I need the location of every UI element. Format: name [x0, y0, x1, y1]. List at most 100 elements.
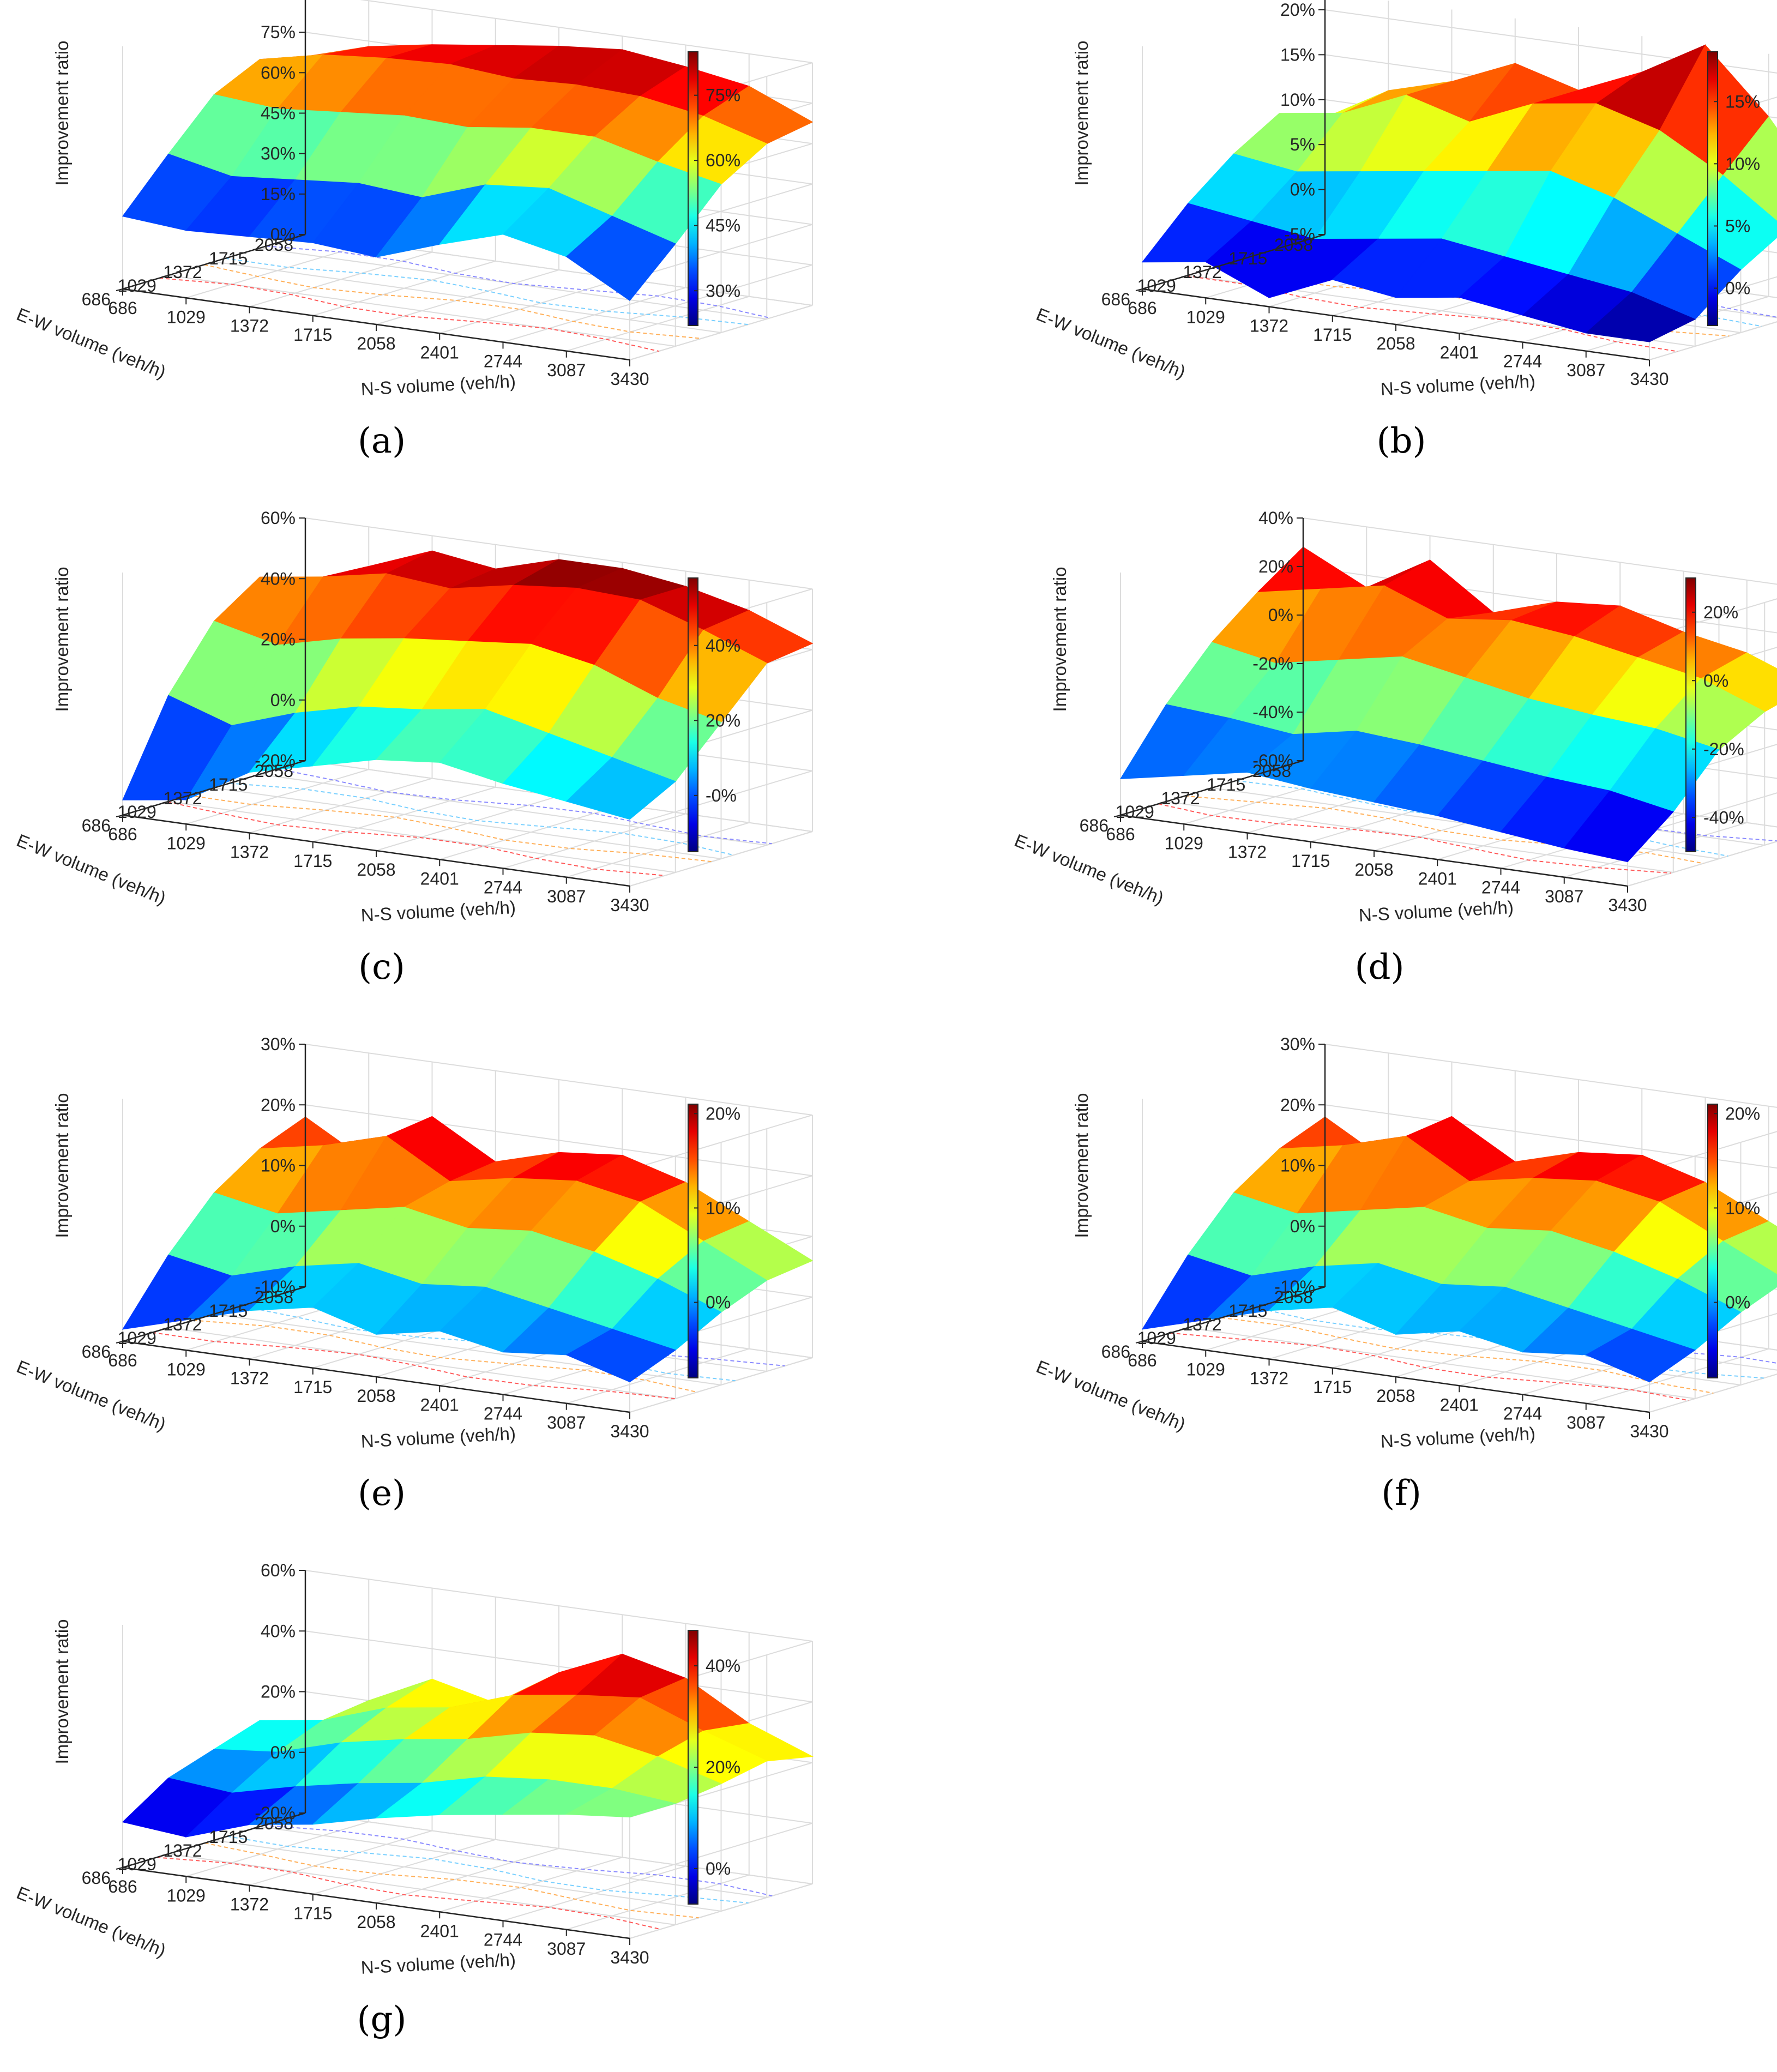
x-tick-label: 1029 — [1165, 833, 1203, 853]
z-tick-label: -20% — [255, 1803, 296, 1823]
x-tick-label: 2744 — [1503, 352, 1542, 371]
colorbar-tick-label: 20% — [706, 710, 740, 730]
x-tick-label: 2401 — [1440, 342, 1479, 362]
x-tick-label: 2401 — [420, 1921, 459, 1941]
z-tick-label: 10% — [1280, 1156, 1315, 1176]
x-tick-label: 1029 — [167, 833, 206, 853]
y-tick-mark — [161, 801, 168, 804]
x-tick-label: 2058 — [1376, 1386, 1415, 1406]
contour-line — [156, 1857, 661, 1930]
chart-panel-3: 686 1029 1372 1715 2058 2401 2744 3087 343068610… — [14, 508, 814, 987]
z-tick-label: 15% — [1280, 45, 1315, 64]
x-tick-label: 3430 — [1630, 369, 1668, 389]
x-axis-title: N-S volume (veh/h) — [1380, 371, 1536, 399]
x-tick-label: 3430 — [1630, 1422, 1668, 1441]
x-tick-label: 1715 — [1313, 325, 1352, 345]
colorbar-tick-label: 20% — [1725, 1104, 1760, 1123]
x-axis-title: N-S volume (veh/h) — [1358, 897, 1514, 925]
y-tick-label: 686 — [82, 290, 111, 309]
floor-contours — [159, 245, 770, 352]
colorbar-tick-label: 10% — [706, 1198, 740, 1218]
y-tick-label: 1372 — [163, 262, 202, 282]
y-tick-mark — [253, 1300, 260, 1303]
y-tick-label: 2058 — [255, 1814, 293, 1833]
y-tick-label: 2058 — [255, 761, 293, 781]
floor-contours — [167, 768, 772, 876]
colorbar-tick-label: 20% — [706, 1104, 740, 1123]
x-tick-label: 2744 — [484, 878, 522, 898]
y-tick-mark — [1273, 1300, 1280, 1303]
colorbar — [1685, 577, 1696, 852]
contour-line — [159, 278, 659, 352]
z-tick-label: -10% — [255, 1277, 296, 1297]
y-tick-label: 1029 — [1116, 802, 1154, 822]
y-tick-label: 1715 — [1207, 775, 1245, 794]
colorbar-tick-label: 10% — [1725, 1198, 1760, 1218]
panel-label: (b) — [1377, 421, 1426, 461]
contour-line — [266, 245, 770, 319]
contour-line — [189, 794, 712, 863]
z-tick-label: -20% — [255, 751, 296, 770]
x-tick-label: 2744 — [1481, 878, 1520, 898]
contour-line — [1236, 780, 1728, 857]
contour-line — [203, 264, 702, 339]
z-tick-label: 0% — [1290, 180, 1315, 200]
z-axis-title: Improvement ratio — [1071, 41, 1092, 186]
y-tick-mark — [116, 815, 123, 817]
surface — [122, 1653, 814, 1838]
chart-panel-5: 686 1029 1372 1715 2058 2401 2744 3087 3430 686 10… — [14, 1034, 814, 1514]
y-tick-label: 1372 — [163, 1315, 202, 1334]
surface — [1141, 44, 1777, 342]
y-axis-title: E-W volume (veh/h) — [1033, 304, 1188, 382]
floor-grid-line — [168, 275, 676, 347]
z-axis-title: Improvement ratio — [1050, 567, 1070, 712]
x-tick-label: 3087 — [547, 1939, 586, 1959]
y-tick-label: 2058 — [1252, 761, 1291, 781]
y-tick-label: 686 — [82, 1342, 111, 1362]
y-tick-label: 1372 — [1183, 1315, 1221, 1334]
x-tick-label: 1372 — [1250, 1369, 1288, 1388]
y-tick-label: 2058 — [255, 1287, 293, 1307]
y-tick-mark — [1181, 1327, 1188, 1330]
y-tick-mark — [1205, 787, 1212, 790]
z-tick-label: 45% — [261, 104, 296, 123]
floor-grid-line — [214, 1840, 721, 1912]
z-tick-label: 20% — [261, 1095, 296, 1115]
x-tick-label: 3087 — [547, 1413, 586, 1432]
surface-patch — [565, 1328, 677, 1383]
x-tick-label: 3430 — [610, 1422, 649, 1441]
x-tick-label: 2058 — [357, 1912, 395, 1932]
x-tick-label: 2401 — [1418, 869, 1457, 888]
z-tick-label: 30% — [261, 1034, 296, 1054]
contour-line — [263, 1824, 773, 1896]
x-tick-label: 2058 — [357, 1386, 395, 1406]
colorbar-tick-label: 15% — [1725, 92, 1760, 111]
x-tick-label: 2401 — [420, 1395, 459, 1414]
chart-panel-6: 686 1029 1372 1715 2058 2401 2744 3087 3430 686 10… — [1033, 1034, 1777, 1514]
surface-patch — [565, 1788, 677, 1818]
colorbar-tick-label: 30% — [706, 281, 740, 300]
z-axis-title: Improvement ratio — [52, 1093, 72, 1238]
x-tick-label: 1029 — [167, 307, 206, 327]
z-tick-label: 0% — [270, 690, 296, 710]
colorbar — [688, 1104, 698, 1378]
panel-label: (a) — [358, 421, 406, 461]
x-axis-title: N-S volume (veh/h) — [1380, 1423, 1536, 1451]
y-tick-mark — [116, 1867, 123, 1870]
y-tick-mark — [207, 787, 214, 790]
z-tick-label: 60% — [261, 1561, 296, 1580]
colorbar — [688, 51, 698, 326]
y-tick-label: 1029 — [118, 802, 156, 822]
y-tick-label: 686 — [1101, 1342, 1130, 1362]
z-tick-label: 0% — [1268, 605, 1293, 625]
y-tick-mark — [116, 288, 123, 291]
colorbar-tick-label: 45% — [706, 216, 740, 236]
surface — [122, 1116, 814, 1383]
z-tick-label: 40% — [261, 569, 296, 588]
y-tick-mark — [253, 248, 260, 250]
z-axis-title: Improvement ratio — [52, 1619, 72, 1764]
colorbar-tick-label: -40% — [1703, 808, 1744, 827]
x-tick-label: 2744 — [484, 1930, 522, 1950]
y-tick-label: 686 — [1080, 816, 1109, 835]
surface-patch — [1585, 1328, 1696, 1383]
